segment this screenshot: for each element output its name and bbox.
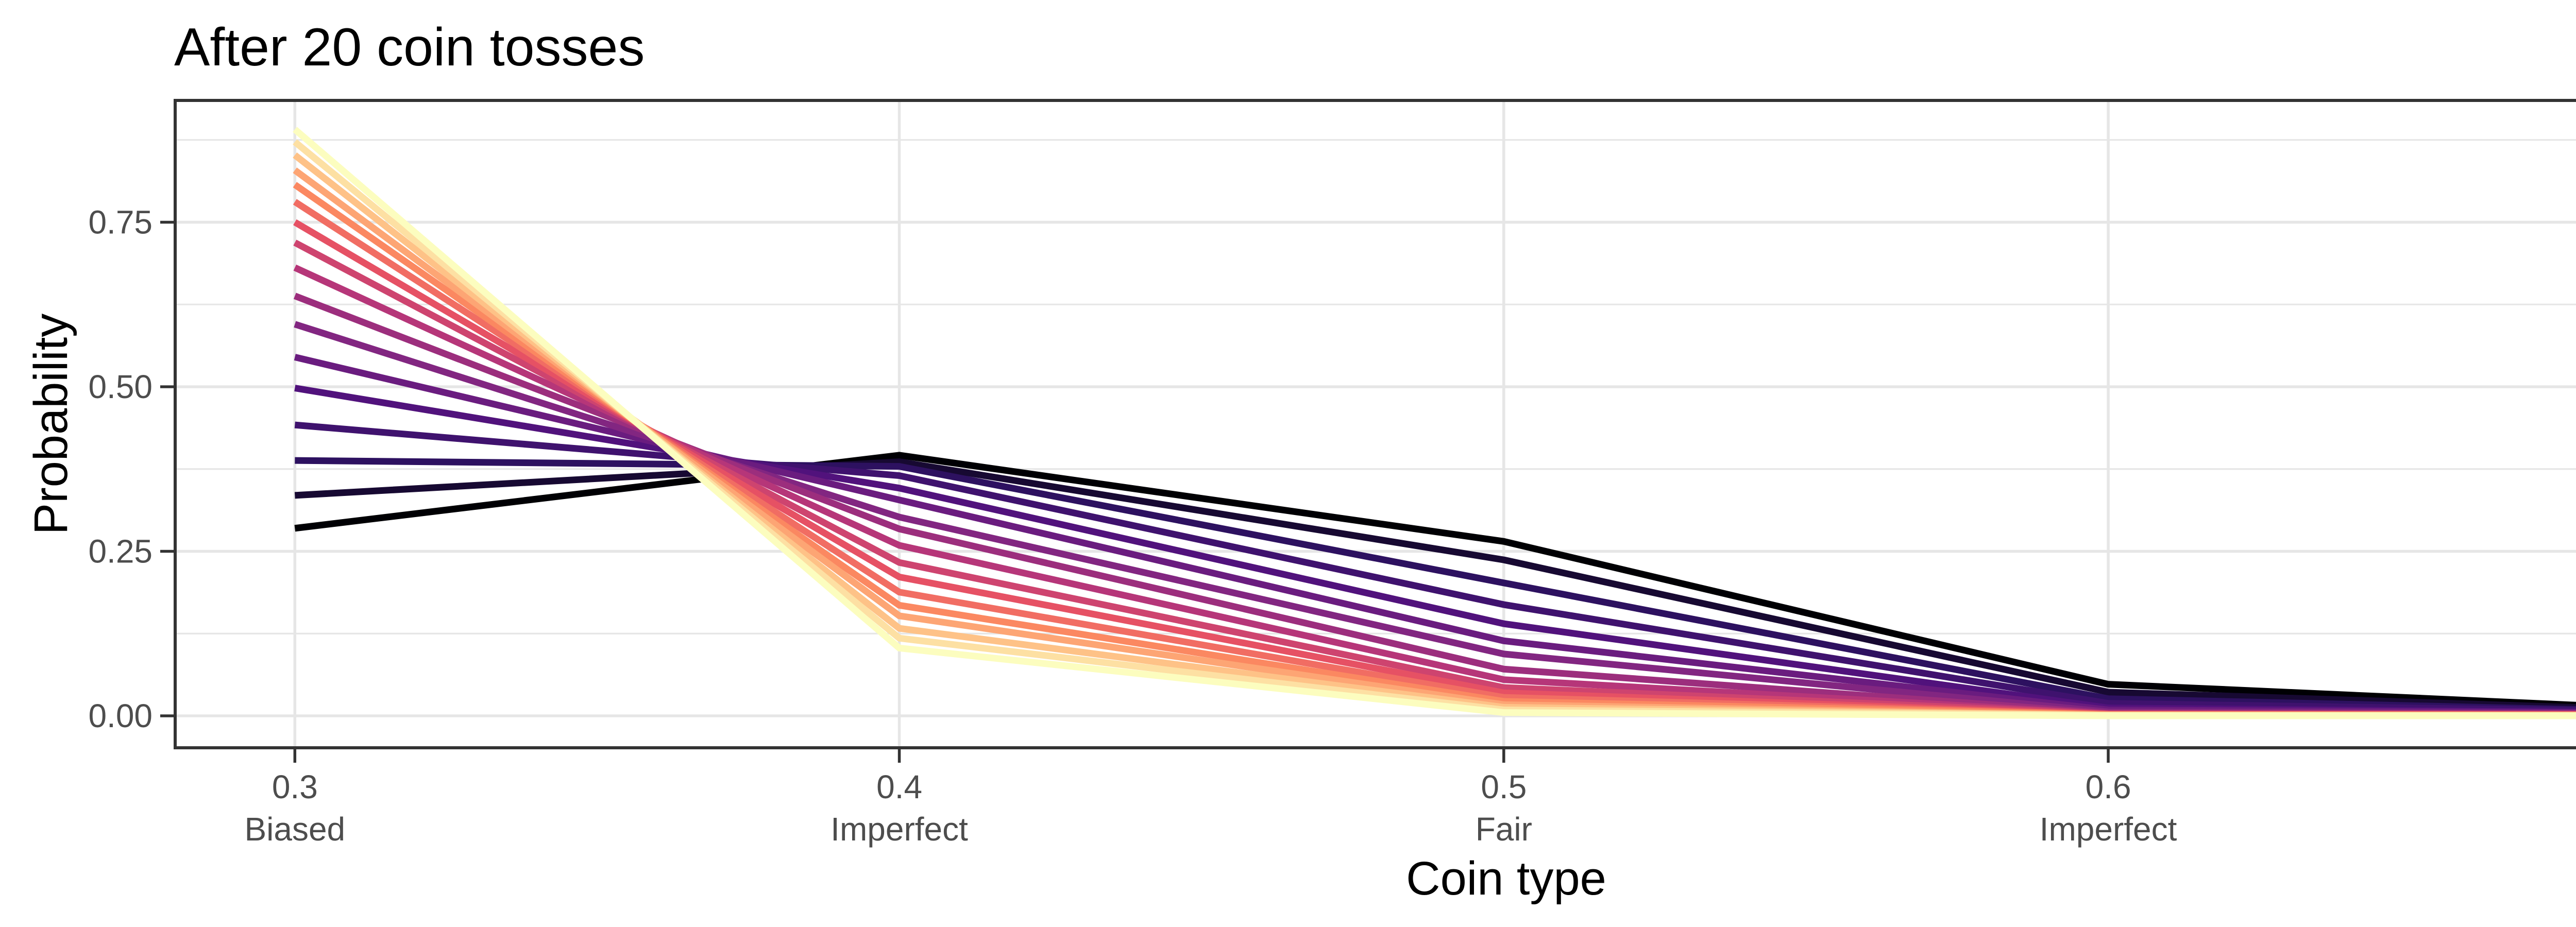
y-axis-title: Probability (25, 314, 77, 535)
x-tick-value: 0.6 (2086, 768, 2131, 805)
data-lines (293, 127, 2576, 719)
x-tick-value: 0.3 (272, 768, 318, 805)
x-tick-value: 0.5 (1481, 768, 1527, 805)
x-tick-labels: 0.3 Biased 0.4 Imperfect 0.5 Fair 0.6 Imperfect… (244, 768, 2177, 848)
y-tick-label: 0.25 (88, 533, 152, 570)
y-tick-labels: 0.00 0.25 0.50 0.75 (88, 203, 152, 734)
plot-title: After 20 coin tosses (174, 18, 645, 77)
x-axis-title: Coin type (1406, 852, 1606, 905)
x-tick-name: Imperfect (2040, 811, 2177, 848)
y-tick-label: 0.50 (88, 368, 152, 405)
x-tick-name: Imperfect (831, 811, 968, 848)
series-line-n-20 (293, 127, 2576, 719)
x-tick-name: Biased (244, 811, 345, 848)
x-axis-ticks (293, 749, 2110, 763)
y-axis-ticks (160, 220, 174, 717)
y-tick-label: 0.75 (88, 203, 152, 241)
panel-border (174, 99, 2576, 749)
y-tick-label: 0.00 (88, 697, 152, 734)
x-tick-value: 0.4 (876, 768, 922, 805)
x-tick-name: Fair (1476, 811, 1532, 848)
gridlines-minor (175, 139, 2576, 634)
